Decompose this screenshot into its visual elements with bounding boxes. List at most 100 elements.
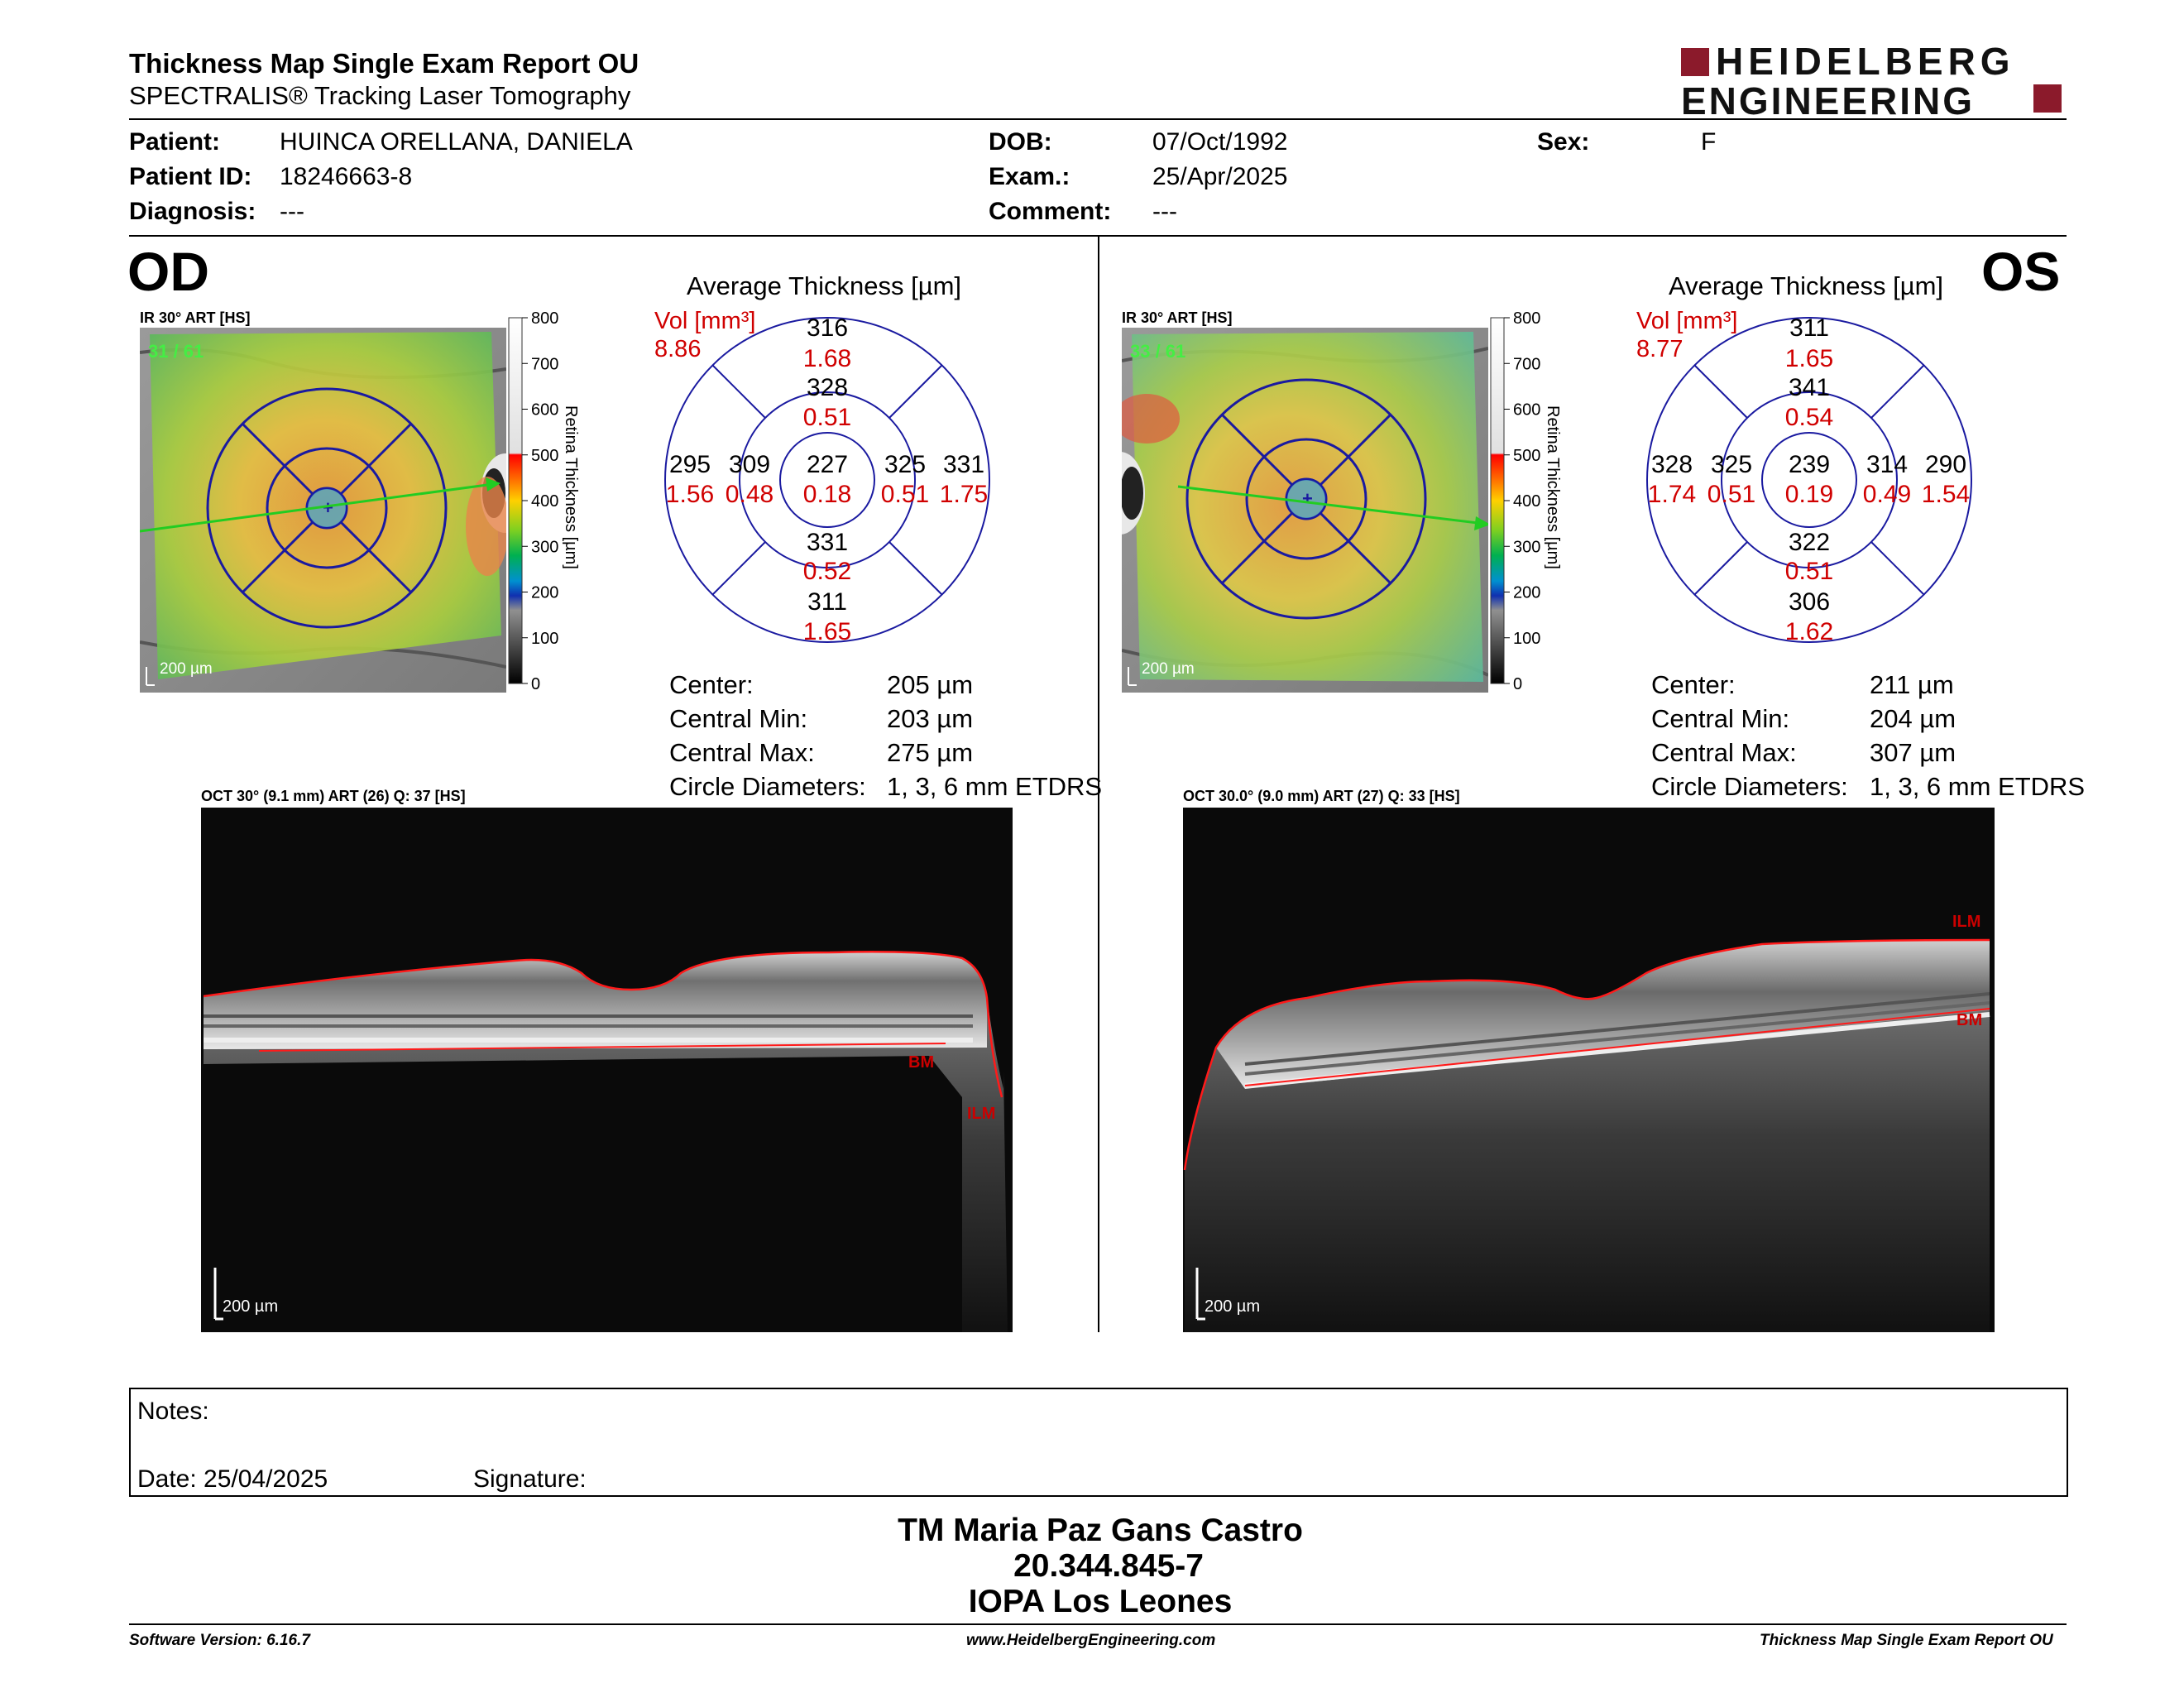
os-stat-value: 204 µm [1870, 704, 1956, 733]
svg-text:316: 316 [807, 314, 848, 342]
scale-tick-label: 300 [1513, 538, 1540, 556]
od-avg-title: Average Thickness [µm] [687, 271, 962, 300]
scale-tick-label: 0 [531, 675, 540, 693]
os-oct-scale: 200 µm [1205, 1297, 1260, 1316]
svg-text:306: 306 [1789, 588, 1830, 616]
notes-box[interactable]: Notes: Date: 25/04/2025 Signature: [129, 1388, 2068, 1497]
svg-text:0.52: 0.52 [803, 558, 851, 585]
svg-text:1.56: 1.56 [666, 481, 714, 508]
scale-tick-label: 400 [531, 492, 558, 511]
dob-label: DOB: [989, 128, 1052, 156]
svg-text:309: 309 [729, 451, 770, 478]
software-version: Software Version: 6.16.7 [129, 1632, 310, 1649]
patient-name: HUINCA ORELLANA, DANIELA [280, 128, 633, 156]
od-stat-label: Center: [669, 670, 754, 699]
od-stat-value: 1, 3, 6 mm ETDRS [887, 772, 1103, 801]
svg-text:0.54: 0.54 [1785, 404, 1833, 431]
scale-tick-label: 700 [531, 355, 558, 373]
os-ilm-label: ILM [1952, 913, 1980, 931]
od-bm-label: BM [908, 1053, 934, 1072]
notes-label: Notes: [137, 1398, 209, 1425]
scale-tick-label: 600 [531, 401, 558, 420]
os-scale-title: Retina Thickness [µm] [1544, 405, 1562, 569]
scale-tick-label: 500 [531, 447, 558, 465]
svg-text:325: 325 [884, 451, 926, 478]
svg-text:0.51: 0.51 [803, 404, 851, 431]
os-ir-label: IR 30° ART [HS] [1122, 309, 1233, 326]
os-vol-label: Vol [mm³] [1636, 308, 1738, 334]
od-fundus-thickness-map: + 31 / 61 200 µm [140, 328, 506, 693]
patient-label: Patient: [129, 128, 221, 156]
os-stat-label: Central Max: [1651, 738, 1797, 767]
scale-tick-label: 800 [1513, 309, 1540, 328]
od-stat-value: 203 µm [887, 704, 974, 733]
website-link[interactable]: www.HeidelbergEngineering.com [966, 1632, 1216, 1649]
svg-text:1.54: 1.54 [1922, 481, 1970, 508]
od-label: OD [127, 241, 209, 302]
signatory-name: TM Maria Paz Gans Castro [898, 1513, 1303, 1548]
os-oct-label: OCT 30.0° (9.0 mm) ART (27) Q: 33 [HS] [1183, 788, 1460, 804]
svg-text:1.74: 1.74 [1648, 481, 1696, 508]
svg-text:322: 322 [1789, 529, 1830, 556]
os-vol-value: 8.77 [1636, 336, 1684, 362]
scale-tick-label: 200 [1513, 584, 1540, 602]
scale-tick-label: 400 [1513, 492, 1540, 511]
scale-tick-label: 800 [531, 309, 558, 328]
os-label: OS [1981, 241, 2061, 302]
svg-text:0.18: 0.18 [803, 481, 851, 508]
svg-text:341: 341 [1789, 374, 1830, 401]
od-stat-value: 205 µm [887, 670, 974, 699]
svg-text:1.68: 1.68 [803, 345, 851, 372]
os-oct-bscan: ILM BM 200 µm [1183, 808, 1995, 1332]
signatory-id: 20.344.845-7 [1013, 1548, 1204, 1584]
scale-tick-label: 500 [1513, 447, 1540, 465]
od-color-scale: 800 700 600 500 400 300 200 100 0 Retina Thickne… [508, 309, 580, 693]
report-subtitle: SPECTRALIS® Tracking Laser Tomography [129, 81, 631, 110]
od-ir-count: 31 / 61 [148, 341, 204, 362]
od-ir-scale: 200 µm [160, 660, 213, 678]
od-vol-label: Vol [mm³] [654, 308, 756, 334]
scale-tick-label: 600 [1513, 401, 1540, 420]
svg-text:0.48: 0.48 [726, 481, 774, 508]
exam-date: 25/Apr/2025 [1152, 163, 1288, 190]
dob: 07/Oct/1992 [1152, 128, 1288, 156]
od-etdrs-grid: 316 1.68 328 0.51 295 1.56 309 0.48 227 … [664, 314, 990, 645]
diagnosis-label: Diagnosis: [129, 198, 256, 225]
os-stat-value: 211 µm [1870, 670, 1954, 699]
heidelberg-logo: HEIDELBERG ENGINEERING [1681, 42, 2062, 120]
svg-text:328: 328 [1651, 451, 1693, 478]
scale-tick-label: 100 [531, 630, 558, 648]
date-label: Date: 25/04/2025 [137, 1465, 328, 1493]
sex: F [1701, 128, 1717, 156]
comment-label: Comment: [989, 198, 1112, 225]
os-fundus-thickness-map: + 33 / 61 200 µm [1122, 328, 1488, 693]
svg-text:295: 295 [669, 451, 711, 478]
os-stat-label: Circle Diameters: [1651, 772, 1848, 801]
os-stat-label: Center: [1651, 670, 1736, 699]
svg-text:328: 328 [807, 374, 848, 401]
svg-text:314: 314 [1866, 451, 1908, 478]
scale-tick-label: 700 [1513, 355, 1540, 373]
od-oct-scale: 200 µm [223, 1297, 278, 1316]
od-stat-label: Central Min: [669, 704, 808, 733]
eye-divider [1098, 237, 1099, 1332]
os-avg-title: Average Thickness [µm] [1669, 271, 1944, 300]
od-oct-label: OCT 30° (9.1 mm) ART (26) Q: 37 [HS] [201, 788, 466, 804]
svg-text:331: 331 [807, 529, 848, 556]
footer-report-name: Thickness Map Single Exam Report OU [1760, 1632, 2053, 1649]
os-bm-label: BM [1956, 1011, 1982, 1029]
svg-text:1.65: 1.65 [1785, 345, 1833, 372]
patient-id-label: Patient ID: [129, 163, 252, 190]
svg-text:0.49: 0.49 [1863, 481, 1911, 508]
os-etdrs-grid: 311 1.65 341 0.54 328 1.74 325 0.51 239 … [1646, 314, 1972, 645]
signatory-clinic: IOPA Los Leones [968, 1584, 1233, 1619]
scale-tick-label: 100 [1513, 630, 1540, 648]
svg-text:1.62: 1.62 [1785, 618, 1833, 645]
svg-text:325: 325 [1711, 451, 1752, 478]
signature-label: Signature: [473, 1465, 587, 1493]
comment: --- [1152, 198, 1177, 225]
od-ilm-label: ILM [967, 1105, 995, 1123]
svg-text:0.51: 0.51 [881, 481, 929, 508]
svg-text:1.65: 1.65 [803, 618, 851, 645]
svg-text:+: + [323, 497, 333, 518]
